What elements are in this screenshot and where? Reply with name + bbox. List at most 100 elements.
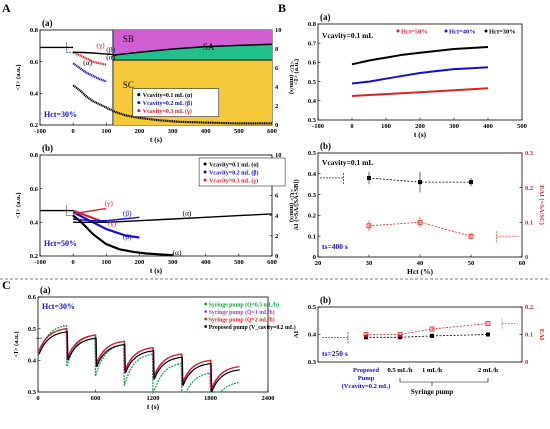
reference-bracket-left [320,171,344,184]
legend-entry: Hct=40% [449,29,476,36]
y-tick-label: 0.3 [308,117,317,124]
y2-axis-label: <U> (mm/s) [288,61,295,94]
data-point [363,332,369,337]
x-tick-label: 1800 [204,395,217,402]
panel-ab: -10001002003004005006000.20.40.60.802468… [15,143,295,275]
y-tick-label: 0.5 [28,326,37,333]
data-point [398,335,402,340]
series-line [72,62,107,83]
legend-box [132,88,220,117]
y2-tick-label: 4 [275,84,279,91]
y-tick-label: 0 [313,254,316,261]
category-label-proposed: (Vcavity=0.2 mL) [342,383,391,390]
y-tick-label: 0.4 [30,220,39,227]
y2-axis-label: <U> (mm/s) [288,189,295,222]
legend-entry: Vcavity=0.2 mL (β) [143,100,192,107]
series-line [72,211,140,239]
x-tick-label: 100 [101,259,111,266]
y-axis-label: <I> (a.u.) [293,59,300,85]
legend-marker [204,302,208,306]
plot-frame [39,154,273,257]
time-note: ts=400 s [322,242,348,251]
x-tick-label: 0 [72,128,75,135]
x-tick-label: 20 [315,260,322,267]
x-axis-label: t (s) [147,402,160,411]
x-tick-label: -100 [34,259,46,266]
section-label-a: A [2,1,11,15]
curve-label-beta-2: (β) [123,232,132,241]
series-line [72,214,173,257]
y2-tick-label: 0 [525,254,528,261]
legend-marker [137,93,141,97]
y-axis-label: <I> (a.u.) [13,331,20,357]
series-line [38,331,240,393]
y2-tick-label: 0.1 [525,220,533,227]
y-tick-label: 0.3 [28,389,37,396]
y-tick-label: 0.4 [30,91,39,98]
data-point [469,180,473,185]
y2-tick-label: 4 [275,213,279,220]
series-line [351,66,489,85]
x-axis-label: t (s) [150,135,163,144]
x-tick-label: 600 [91,395,101,402]
series-line [351,46,489,66]
y2-tick-label: 6 [275,65,279,72]
data-point [366,223,372,229]
panel-label: (a) [40,285,51,295]
group-label: Syringe pump [411,388,453,396]
data-point [468,233,474,239]
y2-tick-label: 10 [275,27,282,34]
curve-label-beta: (β) [123,209,132,218]
legend-entry: Vcavity=0.1 mL (α) [209,162,259,169]
x-tick-label: 200 [135,259,145,266]
legend-entry: Vcavity=0.3 mL (γ) [209,178,258,185]
x-tick-label: 300 [168,259,178,266]
category-label: 0.5 mL/h [388,367,413,374]
x-tick-label: 30 [366,260,373,267]
y-tick-label: 0.1 [308,233,316,240]
group-bracket [399,378,489,386]
y-tick-label: 0.8 [308,21,317,28]
y2-axis-label: EAI [538,329,545,341]
y-tick-label: 0.5 [308,150,317,157]
legend-marker [396,29,400,33]
legend-entry: Hct=50% [401,29,428,36]
series-line [73,51,117,56]
legend-marker [137,101,141,105]
y2-tick-label: 8 [275,46,279,53]
plot-frame [317,152,523,258]
y-tick-label: 0.4 [308,98,317,105]
data-point [429,326,435,332]
x-tick-label: 600 [267,259,277,266]
data-point [397,332,403,337]
panel-ba: -100 0 100 200 300 400 500 0.3 0.4 0.5 0.6 0.7 0.8 t … [293,12,527,139]
y2-tick-label: 0.2 [525,185,533,192]
y2-tick-label: 0.1 [525,332,533,339]
curve-label-alpha: (α) [183,209,192,218]
x-tick-label: 300 [449,123,459,130]
y2-tick-label: 0 [525,359,528,366]
region-boundary-curve [112,43,273,57]
x-tick-label: 100 [101,128,111,135]
curve-label-gamma-2: (γ) [108,219,117,228]
reference-bracket-right [501,318,518,329]
x-tick-label: 100 [381,123,391,130]
x-tick-label: 600 [267,128,277,135]
region-sa [112,44,273,61]
x-tick-label: 400 [483,123,493,130]
series-line [72,84,272,125]
x-tick-label: 300 [168,128,178,135]
y-tick-label: 0.2 [30,122,38,129]
x-axis-label: t (s) [150,266,163,275]
x-tick-label: 40 [417,260,424,267]
panel-label: (a) [320,12,331,22]
curve-label-gamma: (γ) [105,199,114,208]
y2-tick-label: 2 [275,233,278,240]
category-label-proposed: Pump [358,375,375,382]
reference-bracket-left [322,331,349,344]
x-tick-label: 0 [72,259,75,266]
legend-entry: Syringe pump (Q=0.5 mL/h) [209,302,279,309]
x-tick-label: 500 [517,123,527,130]
x-tick-label: 0 [350,123,353,130]
y-tick-label: 0.8 [30,152,39,159]
